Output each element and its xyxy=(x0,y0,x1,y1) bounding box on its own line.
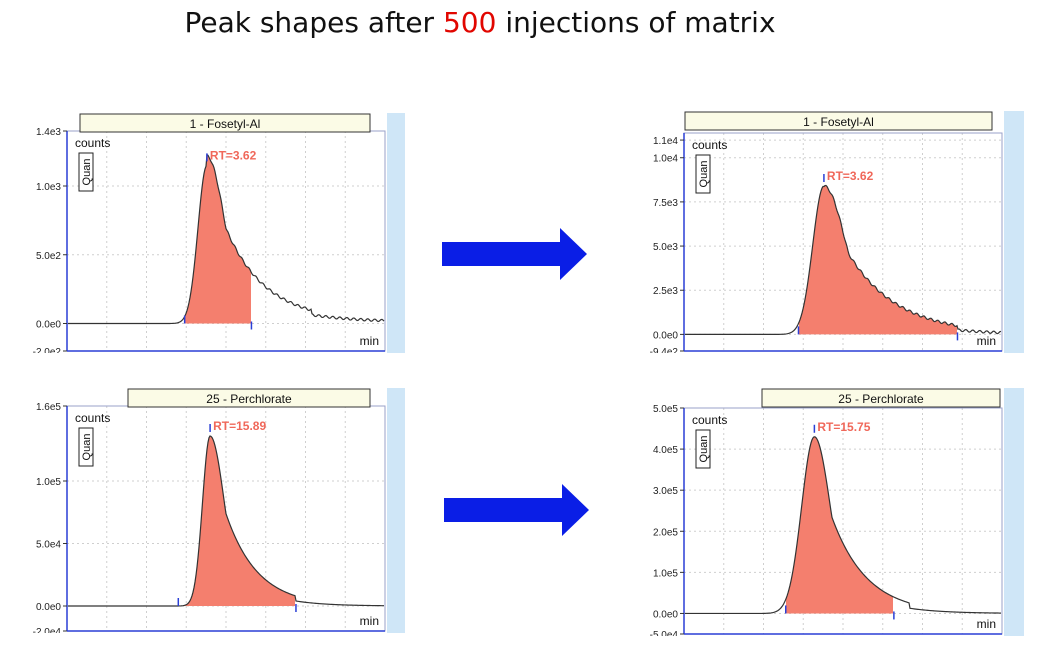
slide-title: Peak shapes after 500 injections of matr… xyxy=(0,6,960,39)
retention-time-label: RT=15.89 xyxy=(213,419,266,433)
counts-label: counts xyxy=(692,138,727,152)
quan-label: Quan xyxy=(698,161,710,188)
counts-label: counts xyxy=(75,136,110,150)
title-box xyxy=(127,388,371,408)
y-tick-label: 1.1e4 xyxy=(653,136,678,147)
y-tick-label: 5.0e2 xyxy=(36,251,61,262)
quan-box xyxy=(695,429,711,469)
retention-time-label: RT=3.62 xyxy=(827,169,874,183)
side-bar xyxy=(1004,111,1024,353)
quan-label: Quan xyxy=(81,434,93,461)
chart-svg: 25 - Perchlorate 5.0e5 4.0e5 3.0e5 2.0e5 1.0e… xyxy=(650,388,1024,636)
y-tick-label: 7.5e3 xyxy=(653,198,678,209)
side-bar xyxy=(387,113,405,353)
chromatogram-trace xyxy=(68,153,385,325)
y-tick-label: 0.0e0 xyxy=(653,609,678,620)
chromatogram-trace xyxy=(68,435,385,607)
title-prefix: Peak shapes after xyxy=(184,6,443,39)
retention-time-label: RT=3.62 xyxy=(210,148,257,162)
y-tick-label: 1.0e5 xyxy=(653,568,678,579)
y-tick-label: 1.0e5 xyxy=(36,477,61,488)
title-box xyxy=(684,111,993,131)
peak-area xyxy=(179,436,295,606)
counts-label: counts xyxy=(692,413,727,427)
y-tick-label: 4.0e5 xyxy=(653,445,678,456)
y-tick-label: 1.0e4 xyxy=(653,154,678,165)
quan-label: Quan xyxy=(698,436,710,463)
title-highlight-number: 500 xyxy=(442,6,497,39)
y-tick-label: 0.0e0 xyxy=(36,602,61,613)
chromatogram-trace xyxy=(685,436,1002,615)
chart-title: 1 - Fosetyl-Al xyxy=(190,117,261,131)
x-unit-label: min xyxy=(360,334,379,348)
arrow-right-icon xyxy=(444,484,589,536)
quan-box xyxy=(78,152,94,192)
quan-label: Quan xyxy=(81,159,93,186)
y-tick-label: 2.5e3 xyxy=(653,286,678,297)
y-tick-label: 0.0e0 xyxy=(653,330,678,341)
counts-label: counts xyxy=(75,411,110,425)
y-tick-label: 3.0e5 xyxy=(653,486,678,497)
side-bar xyxy=(1004,388,1024,636)
y-tick-label: 5.0e3 xyxy=(653,242,678,253)
y-tick-label: 1.6e5 xyxy=(36,402,61,413)
quan-box xyxy=(695,154,711,194)
peak-area xyxy=(799,185,957,335)
arrow-right-shape xyxy=(444,484,589,536)
title-box xyxy=(79,113,371,133)
side-bar xyxy=(387,388,405,633)
chart-svg: 1 - Fosetyl-Al 1.1e4 1.0e4 7.5e3 5.0e3 2.5e3 0… xyxy=(650,111,1024,353)
chromatogram-perchlorate-after: 25 - Perchlorate 5.0e5 4.0e5 3.0e5 2.0e5 1.0e… xyxy=(622,388,1024,636)
y-tick-label: -2.0e2 xyxy=(33,347,62,353)
y-tick-label: -5.0e4 xyxy=(650,630,679,636)
chart-svg: 25 - Perchlorate 1.6e5 1.0e5 5.0e4 0.0e0 -2.0… xyxy=(33,388,405,633)
title-box xyxy=(761,388,1001,408)
chromatogram-perchlorate-before: 25 - Perchlorate 1.6e5 1.0e5 5.0e4 0.0e0 -2.0… xyxy=(10,388,405,633)
chromatogram-fosetyl-before: 1 - Fosetyl-Al 1.4e3 1.0e3 5.0e2 0.0e0 -2.0e2… xyxy=(10,113,405,353)
chart-title: 25 - Perchlorate xyxy=(206,392,292,406)
chromatogram-trace xyxy=(685,184,1002,335)
x-unit-label: min xyxy=(360,614,379,628)
retention-time-label: RT=15.75 xyxy=(817,420,870,434)
y-tick-label: -2.0e4 xyxy=(33,627,62,633)
peak-area xyxy=(185,154,251,324)
chart-title: 1 - Fosetyl-Al xyxy=(803,115,874,129)
chromatogram-fosetyl-after: 1 - Fosetyl-Al 1.1e4 1.0e4 7.5e3 5.0e3 2.5e3 0… xyxy=(622,111,1024,353)
y-tick-label: 0.0e0 xyxy=(36,320,61,331)
x-unit-label: min xyxy=(977,617,996,631)
arrow-right-icon xyxy=(442,228,587,280)
quan-box xyxy=(78,427,94,467)
peak-area xyxy=(786,436,893,614)
title-suffix: injections of matrix xyxy=(496,6,776,39)
y-tick-label: 5.0e5 xyxy=(653,404,678,415)
arrow-right-shape xyxy=(442,228,587,280)
chart-svg: 1 - Fosetyl-Al 1.4e3 1.0e3 5.0e2 0.0e0 -2.0e2… xyxy=(33,113,405,353)
y-tick-label: 5.0e4 xyxy=(36,540,61,551)
y-tick-label: -9.4e2 xyxy=(650,347,679,353)
y-tick-label: 1.0e3 xyxy=(36,182,61,193)
x-unit-label: min xyxy=(977,334,996,348)
y-tick-label: 1.4e3 xyxy=(36,127,61,138)
chart-title: 25 - Perchlorate xyxy=(838,392,924,406)
y-tick-label: 2.0e5 xyxy=(653,527,678,538)
